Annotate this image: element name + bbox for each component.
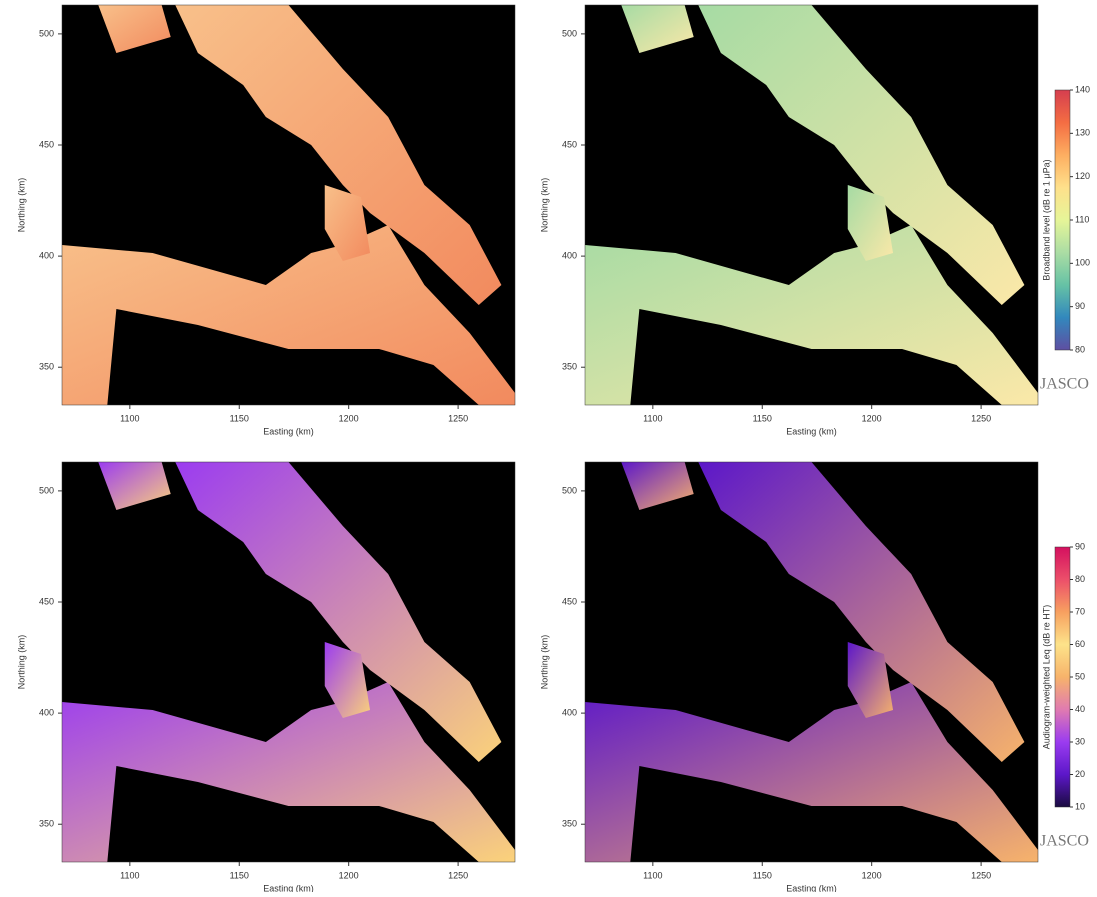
x-tick-label: 1250 xyxy=(971,870,991,880)
colorbar-tick-label: 80 xyxy=(1075,344,1085,354)
y-tick-label: 350 xyxy=(39,819,54,829)
x-axis-label: Easting (km) xyxy=(786,426,837,436)
x-tick-label: 1250 xyxy=(448,870,468,880)
y-tick-label: 500 xyxy=(39,485,54,495)
colorbar-tick-label: 90 xyxy=(1075,541,1085,551)
x-tick-label: 1150 xyxy=(753,870,772,880)
x-tick-label: 1150 xyxy=(230,413,249,423)
x-tick-label: 1250 xyxy=(448,413,468,423)
colorbar-tick-label: 100 xyxy=(1075,258,1090,268)
x-axis-label: Easting (km) xyxy=(263,883,314,892)
colorbar-tick-label: 140 xyxy=(1075,84,1090,94)
colorbar-tick-label: 60 xyxy=(1075,639,1085,649)
x-tick-label: 1200 xyxy=(339,413,359,423)
y-tick-label: 400 xyxy=(39,250,54,260)
x-tick-label: 1100 xyxy=(643,870,662,880)
y-tick-label: 500 xyxy=(562,28,577,38)
x-tick-label: 1150 xyxy=(230,870,249,880)
colorbar-tick-label: 20 xyxy=(1075,769,1085,779)
colorbar xyxy=(1055,90,1070,350)
colorbar-tick-label: 130 xyxy=(1075,128,1090,138)
y-tick-label: 350 xyxy=(562,819,577,829)
y-axis-label: Northing (km) xyxy=(16,635,26,690)
colorbar-tick-label: 80 xyxy=(1075,574,1085,584)
logo: JASCO xyxy=(1040,376,1089,393)
colorbar xyxy=(1055,547,1070,807)
x-tick-label: 1100 xyxy=(120,870,139,880)
y-tick-label: 400 xyxy=(562,250,577,260)
y-tick-label: 500 xyxy=(39,28,54,38)
y-tick-label: 400 xyxy=(562,707,577,717)
figure: 1100 1150 1200 1250 350 400 450 500 Easting (km)… xyxy=(0,0,1097,892)
colorbar-tick-label: 50 xyxy=(1075,671,1085,681)
x-tick-label: 1200 xyxy=(339,870,359,880)
colorbar-label: Audiogram-weighted Leq (dB re HT) xyxy=(1041,605,1051,750)
y-tick-label: 500 xyxy=(562,485,577,495)
x-tick-label: 1150 xyxy=(753,413,772,423)
colorbar-tick-label: 120 xyxy=(1075,171,1090,181)
x-tick-label: 1200 xyxy=(862,870,882,880)
y-tick-label: 350 xyxy=(39,362,54,372)
x-axis-label: Easting (km) xyxy=(786,883,837,892)
colorbar-tick-label: 30 xyxy=(1075,736,1085,746)
colorbar-tick-label: 40 xyxy=(1075,704,1085,714)
x-axis-label: Easting (km) xyxy=(263,426,314,436)
colorbar-tick-label: 110 xyxy=(1075,214,1089,224)
y-tick-label: 450 xyxy=(562,596,577,606)
y-axis-label: Northing (km) xyxy=(539,178,549,233)
y-tick-label: 450 xyxy=(39,139,54,149)
y-axis-label: Northing (km) xyxy=(539,635,549,690)
colorbar-tick-label: 90 xyxy=(1075,301,1085,311)
x-tick-label: 1200 xyxy=(862,413,882,423)
colorbar-tick-label: 10 xyxy=(1075,801,1085,811)
x-tick-label: 1100 xyxy=(643,413,662,423)
colorbar-label: Broadband level (dB re 1 μPa) xyxy=(1041,159,1051,280)
x-tick-label: 1100 xyxy=(120,413,139,423)
y-axis-label: Northing (km) xyxy=(16,178,26,233)
logo: JASCO xyxy=(1040,833,1089,850)
x-tick-label: 1250 xyxy=(971,413,991,423)
y-tick-label: 450 xyxy=(562,139,577,149)
y-tick-label: 450 xyxy=(39,596,54,606)
y-tick-label: 400 xyxy=(39,707,54,717)
colorbar-tick-label: 70 xyxy=(1075,606,1085,616)
y-tick-label: 350 xyxy=(562,362,577,372)
